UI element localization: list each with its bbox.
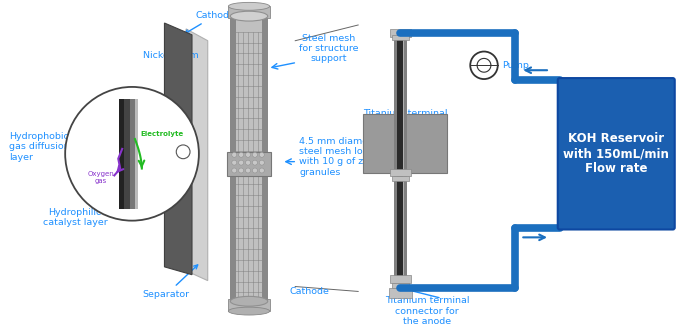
Text: Hydrophobic
gas diffusion
layer: Hydrophobic gas diffusion layer (9, 132, 70, 162)
Circle shape (260, 152, 264, 157)
Circle shape (253, 160, 258, 165)
Text: 4.5 mm diameter
steel mesh loaded
with 10 g of zinc
granules: 4.5 mm diameter steel mesh loaded with 1… (299, 137, 386, 177)
Bar (392, 35, 409, 40)
FancyBboxPatch shape (558, 78, 675, 229)
Circle shape (253, 168, 258, 173)
Text: Cathode: Cathode (185, 11, 236, 34)
Text: KOH Reservoir
with 150mL/min
Flow rate: KOH Reservoir with 150mL/min Flow rate (563, 132, 669, 175)
Circle shape (238, 168, 244, 173)
Bar (390, 29, 411, 37)
Text: Oxygen
gas: Oxygen gas (87, 171, 114, 184)
Circle shape (246, 152, 251, 157)
Ellipse shape (228, 307, 270, 315)
Bar (392, 283, 409, 287)
Bar (397, 39, 403, 279)
Polygon shape (164, 23, 192, 275)
Bar (363, 115, 447, 174)
Bar (404, 35, 408, 283)
Text: Separator: Separator (143, 265, 198, 299)
Bar (394, 35, 408, 283)
Ellipse shape (230, 11, 268, 21)
Ellipse shape (228, 2, 270, 10)
Bar (135, 99, 138, 209)
Bar (388, 288, 412, 298)
Circle shape (470, 52, 498, 79)
Bar (262, 16, 268, 301)
Text: Pump: Pump (501, 61, 529, 70)
Bar (119, 99, 124, 209)
Circle shape (232, 160, 237, 165)
Text: Titanium terminal
connector for
the cathode: Titanium terminal connector for the cath… (363, 110, 447, 139)
Circle shape (253, 152, 258, 157)
Circle shape (238, 152, 244, 157)
Text: Steel mesh
for structure
support: Steel mesh for structure support (299, 34, 359, 64)
Bar (130, 99, 135, 209)
Circle shape (232, 168, 237, 173)
Text: Nickel foam: Nickel foam (143, 51, 199, 78)
Text: Electrolyte: Electrolyte (140, 131, 183, 137)
Circle shape (260, 160, 264, 165)
Bar (228, 6, 270, 18)
Bar (390, 275, 411, 283)
Text: Cathode: Cathode (289, 287, 329, 296)
Bar (394, 35, 397, 283)
Bar (390, 169, 411, 177)
Circle shape (246, 168, 251, 173)
Bar (228, 299, 270, 311)
Text: Hydrophilic
catalyst layer: Hydrophilic catalyst layer (42, 208, 108, 227)
Bar (392, 177, 409, 181)
Circle shape (246, 160, 251, 165)
Bar (124, 99, 130, 209)
Bar (227, 152, 271, 177)
Circle shape (260, 168, 264, 173)
Circle shape (65, 87, 199, 221)
Bar (230, 16, 236, 301)
Ellipse shape (230, 296, 268, 306)
Bar (230, 16, 268, 301)
Circle shape (176, 145, 190, 159)
Text: Titanium terminal
connector for
the anode: Titanium terminal connector for the anod… (385, 296, 469, 326)
Polygon shape (186, 29, 208, 281)
Circle shape (238, 160, 244, 165)
Circle shape (232, 152, 237, 157)
